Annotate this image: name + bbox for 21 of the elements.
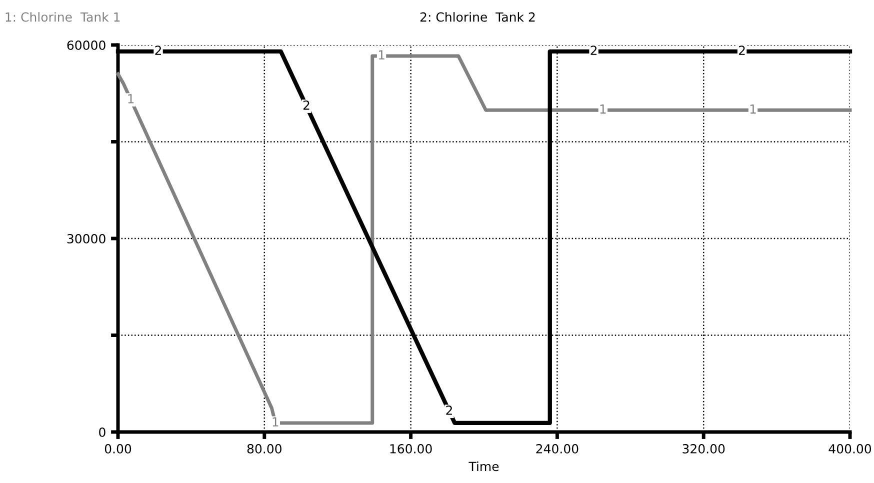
x-tick-label: 80.00 xyxy=(247,444,282,454)
text: 1: Chlorine Tank 1 xyxy=(6,12,120,22)
annotation: 1 xyxy=(750,104,756,114)
x-axis-title: Time xyxy=(468,461,499,472)
annotation: 2 xyxy=(446,406,452,415)
x-tick-label: 160.00 xyxy=(390,444,432,454)
x-tick-label: 0.00 xyxy=(104,444,132,454)
y-tick-label: 30000 xyxy=(67,234,106,244)
annotation: 2 xyxy=(590,46,597,55)
annotation: 2 xyxy=(155,46,161,55)
x-tick-label: 240.00 xyxy=(536,444,578,454)
annotation: 1 xyxy=(600,104,606,114)
annotation: 1 xyxy=(128,94,134,104)
annotation: 1 xyxy=(378,50,384,60)
text: 2: Chlorine Tank 2 xyxy=(420,12,535,22)
y-tick-label: 0 xyxy=(99,427,106,437)
x-tick-label: 320.00 xyxy=(682,444,725,454)
y-tick-label: 60000 xyxy=(67,40,106,50)
x-tick-label: 400.00 xyxy=(828,444,872,454)
annotation: 2 xyxy=(303,100,310,110)
annotation: 2 xyxy=(738,46,745,55)
